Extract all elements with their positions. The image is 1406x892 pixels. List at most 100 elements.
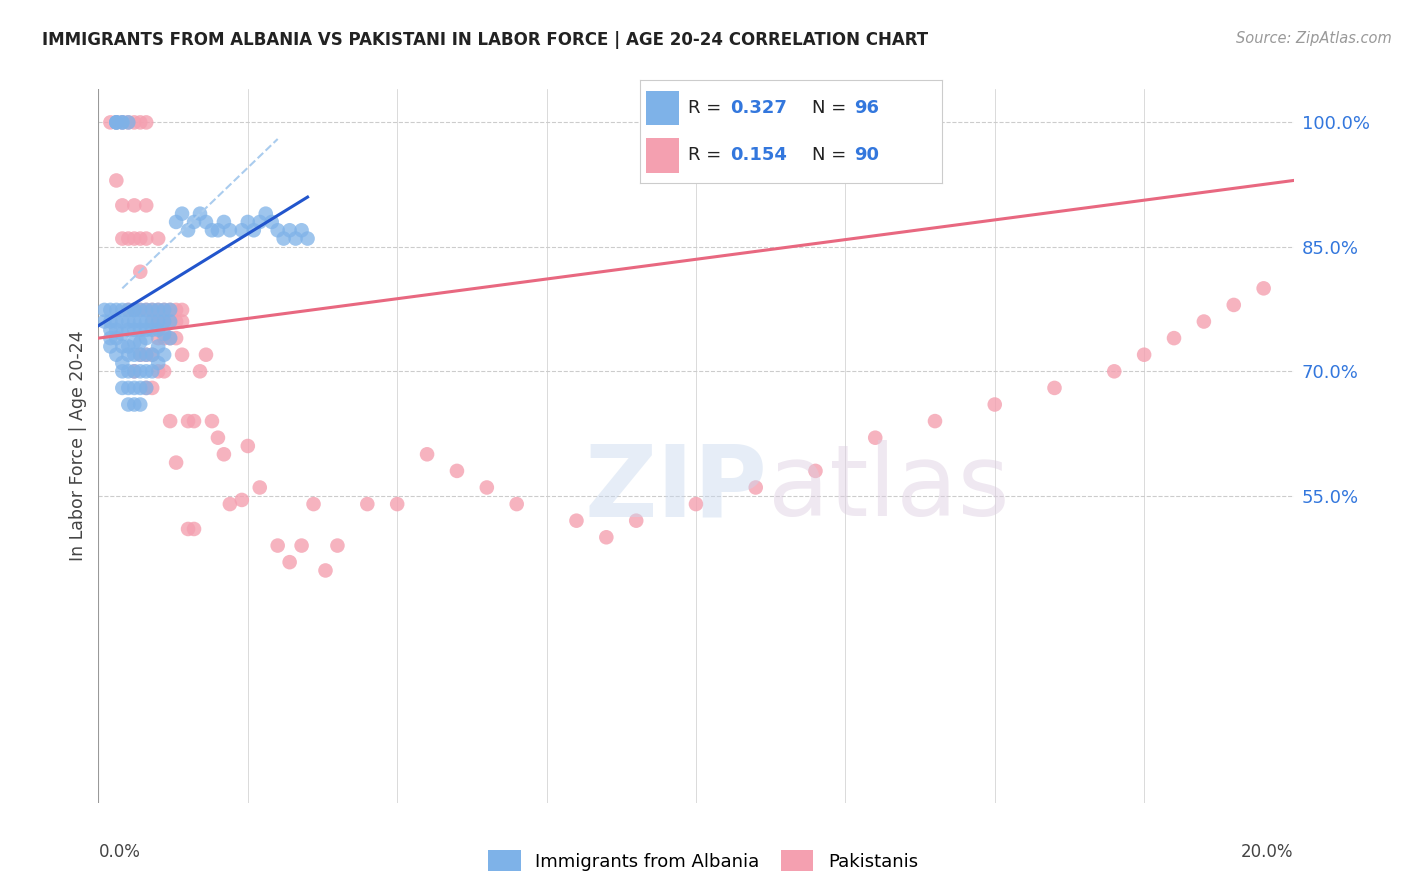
Point	[124, 314, 146, 328]
Point	[135, 231, 157, 245]
Point	[135, 348, 157, 362]
Point	[159, 414, 181, 428]
Point	[124, 231, 146, 245]
Point	[129, 397, 152, 411]
Point	[98, 323, 122, 337]
Point	[284, 231, 307, 245]
Point	[111, 326, 134, 341]
Point	[212, 215, 235, 229]
Point	[135, 364, 157, 378]
Point	[141, 348, 163, 362]
Point	[273, 231, 295, 245]
Point	[236, 439, 259, 453]
Point	[124, 364, 146, 378]
Point	[93, 302, 115, 317]
Point	[267, 223, 290, 237]
Point	[98, 314, 122, 328]
Point	[201, 414, 224, 428]
Point	[117, 339, 139, 353]
Point	[291, 539, 314, 553]
Point	[105, 314, 128, 328]
Point	[105, 173, 128, 187]
Point	[141, 364, 163, 378]
Text: 0.154: 0.154	[731, 146, 787, 164]
Point	[141, 314, 163, 328]
Point	[129, 314, 152, 328]
Text: 20.0%: 20.0%	[1241, 843, 1294, 861]
Point	[153, 331, 176, 345]
Point	[212, 447, 235, 461]
Point	[984, 397, 1007, 411]
Point	[105, 115, 128, 129]
Point	[117, 314, 139, 328]
Text: 0.327: 0.327	[731, 99, 787, 117]
Text: N =: N =	[813, 146, 852, 164]
Point	[129, 302, 152, 317]
Point	[148, 339, 170, 353]
Point	[124, 397, 146, 411]
Point	[153, 348, 176, 362]
Point	[297, 231, 319, 245]
Point	[141, 302, 163, 317]
Point	[183, 414, 205, 428]
Point	[111, 198, 134, 212]
Point	[148, 231, 170, 245]
Point	[124, 381, 146, 395]
Text: 90: 90	[855, 146, 879, 164]
Point	[153, 326, 176, 341]
Point	[129, 381, 152, 395]
Point	[124, 335, 146, 350]
Point	[135, 381, 157, 395]
Point	[148, 356, 170, 370]
Point	[117, 348, 139, 362]
Point	[278, 555, 301, 569]
Point	[135, 323, 157, 337]
Point	[165, 456, 187, 470]
Point	[865, 431, 887, 445]
Point	[236, 215, 259, 229]
Point	[148, 331, 170, 345]
Y-axis label: In Labor Force | Age 20-24: In Labor Force | Age 20-24	[69, 331, 87, 561]
Point	[111, 302, 134, 317]
Point	[111, 314, 134, 328]
Point	[105, 331, 128, 345]
Point	[804, 464, 827, 478]
Point	[124, 348, 146, 362]
Point	[1253, 281, 1275, 295]
Point	[124, 198, 146, 212]
Point	[129, 364, 152, 378]
Point	[124, 302, 146, 317]
Point	[124, 115, 146, 129]
Point	[595, 530, 617, 544]
Point	[260, 215, 283, 229]
Point	[326, 539, 349, 553]
Point	[141, 302, 163, 317]
Point	[1104, 364, 1126, 378]
Point	[129, 115, 152, 129]
Point	[117, 397, 139, 411]
Point	[153, 314, 176, 328]
Point	[105, 115, 128, 129]
Point	[626, 514, 648, 528]
Point	[135, 314, 157, 328]
Point	[278, 223, 301, 237]
Point	[111, 364, 134, 378]
Text: R =: R =	[688, 146, 727, 164]
Point	[111, 231, 134, 245]
Point	[129, 265, 152, 279]
Point	[148, 364, 170, 378]
Point	[124, 302, 146, 317]
Point	[159, 302, 181, 317]
Point	[98, 115, 122, 129]
Point	[129, 348, 152, 362]
Point	[231, 223, 253, 237]
Point	[177, 223, 200, 237]
Point	[183, 522, 205, 536]
Point	[302, 497, 325, 511]
Point	[148, 302, 170, 317]
Point	[135, 302, 157, 317]
Point	[249, 215, 271, 229]
Point	[117, 115, 139, 129]
Point	[201, 223, 224, 237]
Text: N =: N =	[813, 99, 852, 117]
